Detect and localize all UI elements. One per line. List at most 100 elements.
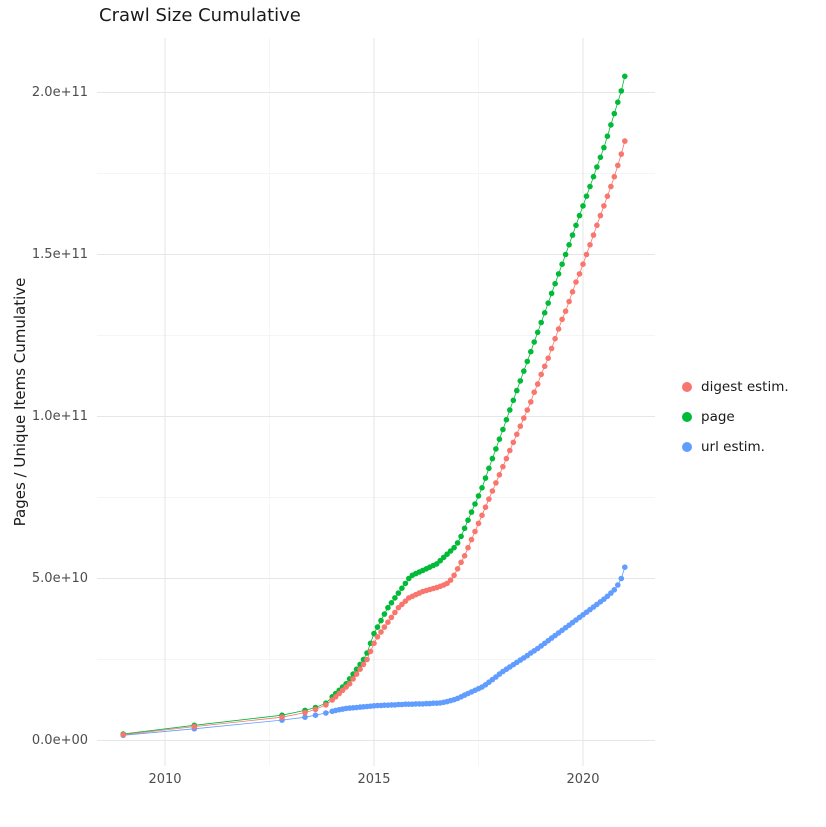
data-point — [597, 212, 604, 219]
data-point — [608, 183, 614, 190]
data-point — [395, 604, 402, 611]
data-point — [378, 617, 384, 624]
data-point — [514, 387, 520, 394]
data-point — [447, 548, 454, 554]
data-point — [302, 709, 308, 716]
data-point — [392, 595, 398, 601]
data-point — [573, 279, 579, 285]
series-url-estim — [120, 564, 628, 739]
data-point — [622, 138, 628, 144]
data-point — [507, 407, 513, 413]
data-point — [472, 501, 478, 507]
data-point — [559, 261, 565, 268]
data-point — [381, 611, 388, 617]
data-point — [555, 271, 562, 277]
data-point — [510, 397, 517, 404]
data-point — [524, 358, 531, 365]
x-tick-label: 2010 — [148, 772, 182, 787]
data-point — [357, 666, 363, 672]
legend-dot-icon — [682, 382, 692, 392]
y-tick-label: 1.0e+11 — [31, 408, 88, 424]
series-digest-estim — [120, 138, 628, 738]
data-point — [381, 624, 388, 630]
data-point — [312, 712, 319, 718]
data-point — [489, 455, 496, 462]
data-point — [468, 509, 475, 515]
data-point — [569, 289, 576, 295]
data-point — [618, 575, 625, 582]
data-point — [545, 355, 551, 362]
data-point — [604, 193, 611, 199]
data-point — [353, 671, 360, 677]
data-point — [594, 222, 600, 229]
data-point — [531, 389, 537, 396]
data-point — [555, 326, 562, 332]
data-point — [562, 308, 569, 315]
data-point — [465, 517, 471, 523]
data-point — [399, 585, 405, 591]
data-point — [447, 577, 454, 583]
data-point — [524, 407, 531, 413]
data-point — [521, 368, 527, 374]
data-point — [583, 193, 590, 199]
data-point — [496, 472, 503, 478]
data-point — [388, 614, 395, 621]
data-point — [486, 465, 492, 472]
data-point — [454, 566, 461, 572]
legend-item-digest-estim: digest estim. — [682, 376, 789, 398]
data-point — [500, 463, 506, 470]
data-point — [461, 553, 468, 559]
data-point — [451, 544, 457, 551]
data-point — [615, 99, 621, 105]
data-point — [615, 162, 621, 169]
data-point — [451, 572, 457, 579]
data-point — [475, 520, 482, 527]
data-point — [590, 232, 597, 238]
data-point — [500, 426, 506, 433]
data-point — [454, 540, 461, 546]
data-point — [594, 164, 600, 170]
data-point — [566, 242, 572, 248]
data-point — [486, 496, 492, 502]
y-tick-label: 2.0e+11 — [31, 84, 88, 100]
data-point — [503, 455, 510, 462]
data-point — [482, 504, 489, 511]
data-point — [517, 378, 524, 384]
data-point — [562, 251, 569, 258]
data-point — [604, 133, 611, 139]
data-point — [468, 536, 475, 543]
x-tick-label: 2020 — [566, 772, 600, 787]
data-point — [388, 600, 395, 606]
data-point — [611, 110, 618, 117]
data-point — [346, 681, 353, 687]
data-point — [590, 173, 597, 180]
data-point — [552, 280, 558, 287]
data-point — [507, 447, 513, 454]
data-point — [597, 154, 604, 161]
data-point — [395, 590, 402, 596]
data-point — [531, 339, 537, 345]
data-point — [541, 363, 548, 370]
y-tick-label: 1.5e+11 — [31, 246, 88, 262]
data-point — [475, 493, 482, 499]
data-point — [385, 604, 391, 611]
data-point — [496, 436, 503, 443]
data-point — [479, 485, 485, 491]
legend-label: url estim. — [701, 439, 765, 455]
data-point — [618, 151, 625, 157]
data-point — [461, 525, 468, 532]
data-point — [458, 533, 464, 540]
data-point — [472, 528, 478, 535]
data-point — [608, 122, 614, 128]
data-point — [534, 329, 541, 336]
legend-item-page: page — [682, 406, 789, 428]
data-point — [493, 480, 499, 486]
data-point — [541, 310, 548, 316]
data-point — [583, 251, 590, 258]
data-point — [545, 300, 551, 306]
data-point — [580, 203, 586, 209]
data-point — [503, 416, 510, 423]
legend: digest estim. page url estim. — [682, 376, 789, 466]
